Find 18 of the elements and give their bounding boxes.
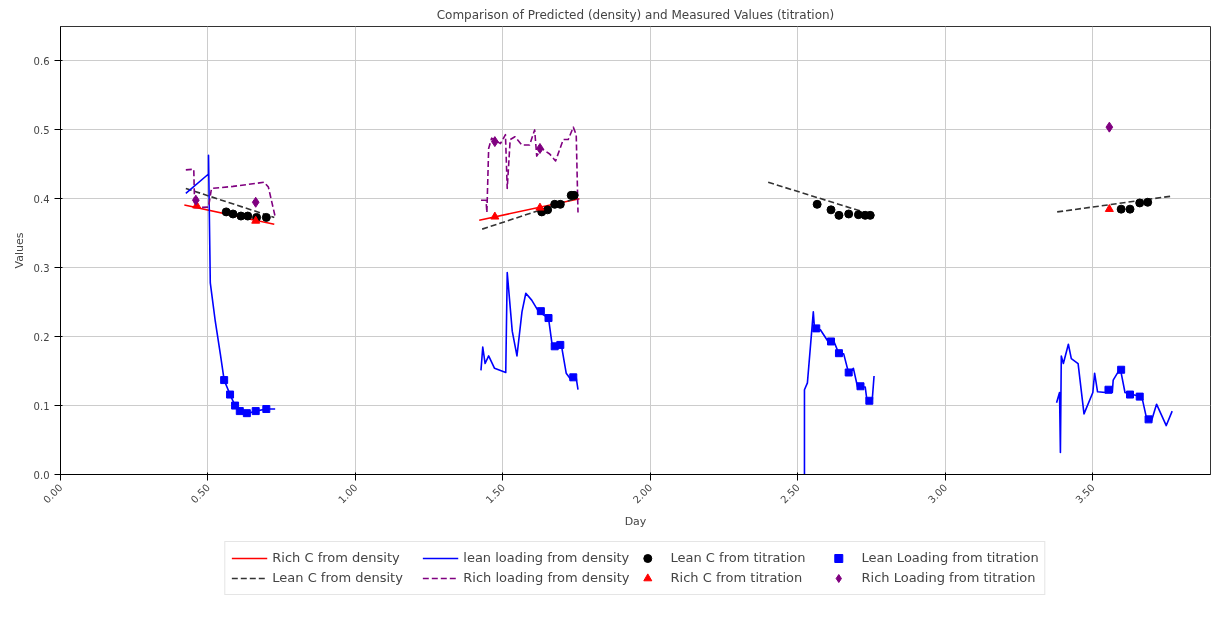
y-axis-title: Values bbox=[12, 232, 26, 269]
y-tick-label: 0.6 bbox=[33, 55, 50, 67]
legend-label: Rich C from density bbox=[272, 550, 401, 565]
y-tick-label: 0.5 bbox=[33, 124, 50, 136]
legend-label: Lean C from density bbox=[272, 570, 404, 585]
y-tick-label: 0.2 bbox=[33, 331, 50, 343]
legend-label: Rich Loading from titration bbox=[861, 570, 1036, 585]
legend-label: Lean Loading from titration bbox=[861, 550, 1039, 565]
y-tick-label: 0.4 bbox=[33, 193, 50, 205]
legend-label: Lean C from titration bbox=[670, 550, 807, 565]
x-axis-title: Day bbox=[624, 514, 647, 528]
legend-label: lean loading from density bbox=[463, 550, 630, 565]
y-tick-label: 0.0 bbox=[33, 469, 50, 481]
legend-label: Rich C from titration bbox=[670, 570, 804, 585]
chart-title: Comparison of Predicted (density) and Measured Values (titration) bbox=[436, 7, 835, 22]
legend-label: Rich loading from density bbox=[463, 570, 630, 585]
y-tick-label: 0.3 bbox=[33, 262, 50, 274]
y-tick-label: 0.1 bbox=[33, 400, 50, 412]
